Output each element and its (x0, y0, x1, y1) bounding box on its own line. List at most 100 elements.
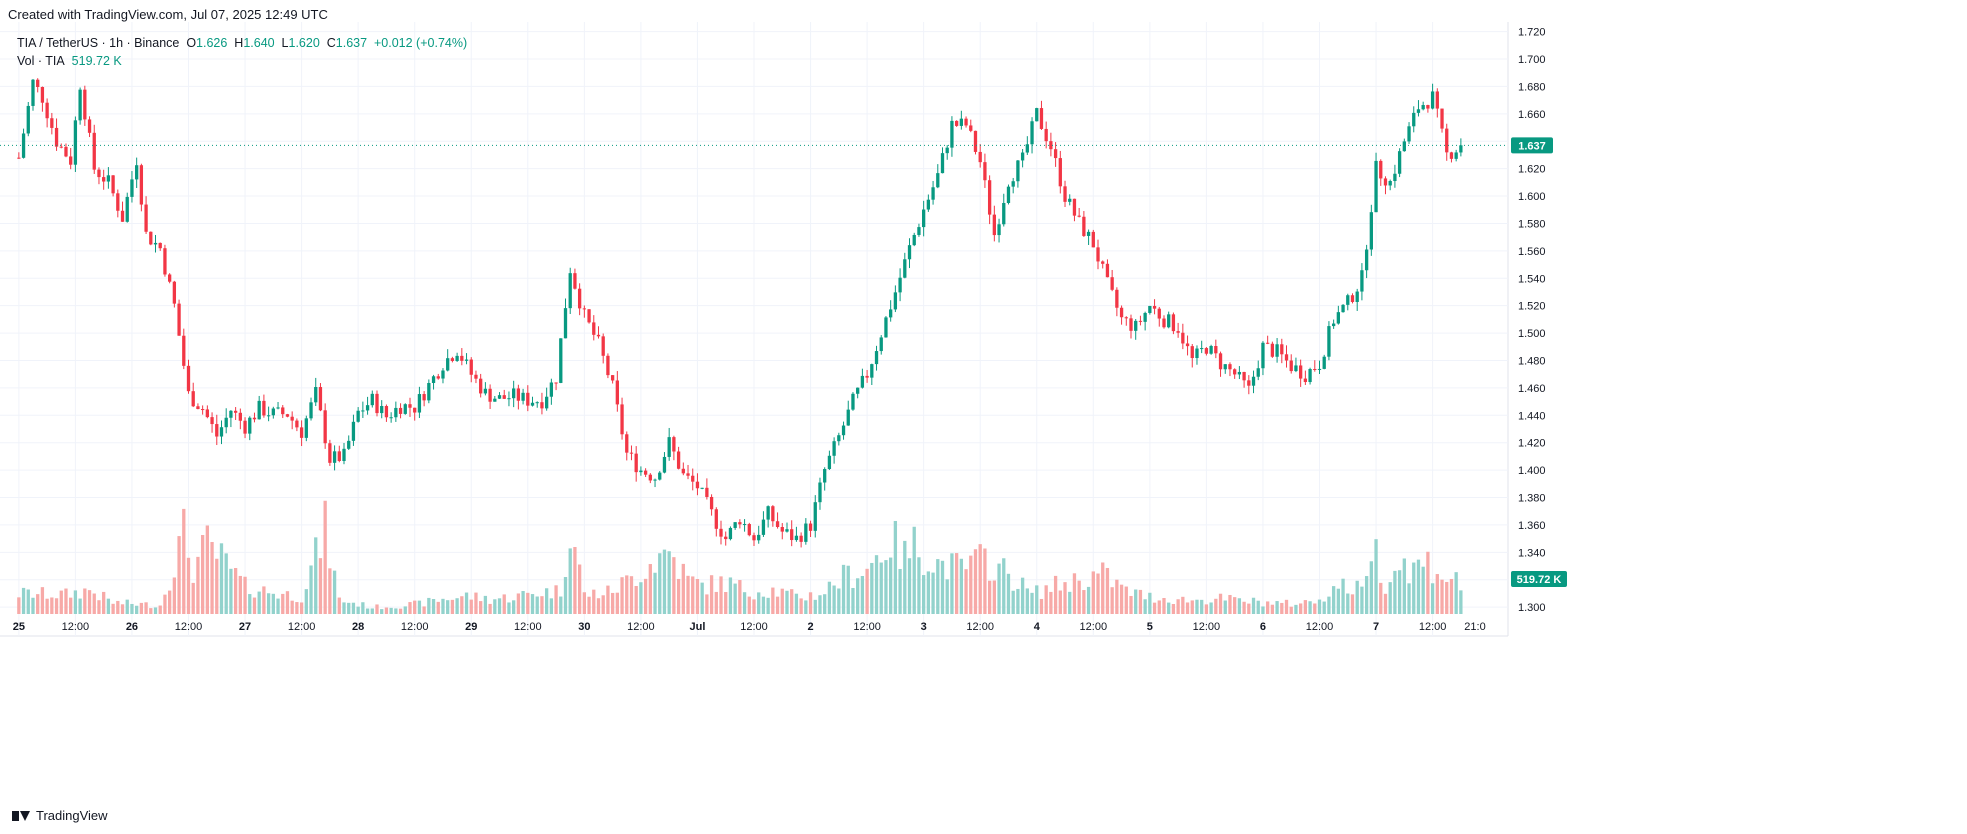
open-label: O (186, 36, 197, 50)
candle-body (1327, 326, 1331, 357)
volume-bar (742, 592, 747, 614)
volume-bar (1299, 603, 1303, 614)
candle-body (436, 376, 440, 379)
volume-bar (940, 560, 945, 614)
candle-body (709, 496, 714, 510)
volume-bar (1308, 601, 1312, 614)
candle-body (1204, 348, 1209, 354)
volume-bar (266, 593, 271, 614)
candle-body (884, 317, 888, 338)
volume-bar (936, 559, 940, 614)
candle-body (172, 281, 177, 304)
volume-bar (860, 575, 865, 614)
volume-bar (1002, 558, 1006, 614)
candle-body (950, 120, 954, 148)
candle-body (450, 358, 455, 361)
candle-body (200, 409, 205, 411)
volume-bar (1138, 589, 1143, 614)
time-tick-label: 12:00 (401, 621, 429, 633)
volume-bar (229, 568, 233, 614)
candle-body (658, 472, 662, 480)
symbol-label[interactable]: TIA / TetherUS · 1h · Binance (17, 36, 180, 50)
volume-bar (827, 581, 832, 614)
candle-body (229, 410, 233, 418)
candle-body (1270, 343, 1275, 357)
volume-bar (686, 575, 690, 614)
volume-bar (521, 591, 525, 614)
volume-bar (36, 594, 40, 614)
volume-bar (351, 602, 356, 614)
candle-body (1148, 305, 1152, 313)
time-tick-label: Jul (689, 621, 705, 633)
candle-body (1303, 378, 1308, 383)
candle-body (992, 214, 996, 236)
volume-bar (973, 549, 978, 614)
candle-body (64, 146, 68, 157)
candle-body (1176, 331, 1180, 333)
volume-bar (210, 542, 214, 614)
candle-body (375, 393, 379, 414)
candle-body (92, 132, 96, 170)
volume-bar (926, 571, 931, 614)
volume-bar (431, 599, 436, 614)
candle-body (870, 364, 874, 378)
candle-body (917, 227, 921, 235)
candle-body (1143, 312, 1147, 322)
volume-bar (615, 592, 619, 614)
price-tick-label: 1.360 (1518, 520, 1546, 532)
price-tick-label: 1.340 (1518, 547, 1546, 559)
volume-bar (667, 551, 671, 614)
volume-bar (1223, 600, 1227, 614)
volume-bar (1402, 558, 1406, 614)
volume-bar (545, 588, 549, 614)
volume-bar (1280, 602, 1284, 614)
candle-body (1134, 320, 1138, 331)
volume-bar (464, 592, 469, 614)
time-tick-label: 12:00 (175, 621, 203, 633)
candle-body (1200, 348, 1204, 350)
candle-body (1261, 342, 1265, 369)
candle-body (50, 118, 54, 128)
volume-bar (1407, 583, 1411, 614)
candle-body (587, 309, 591, 323)
candle-body (738, 522, 742, 525)
volume-bar (672, 557, 676, 614)
volume-bar (851, 587, 855, 614)
candle-body (719, 528, 723, 537)
candle-body (1053, 149, 1058, 159)
volume-bar (1129, 595, 1133, 614)
candle-body (691, 475, 695, 482)
candle-body (1049, 141, 1053, 150)
volume-bar (1077, 580, 1081, 614)
candle-body (620, 404, 624, 435)
volume-bar (954, 553, 959, 614)
volume-bar (610, 592, 615, 614)
candle-body (945, 147, 949, 154)
candle-body (1105, 263, 1110, 278)
volume-bar (45, 598, 49, 614)
candle-body (455, 355, 459, 361)
volume-bar (1393, 570, 1397, 614)
candle-body (700, 487, 704, 489)
candle-body (116, 193, 120, 211)
volume-label[interactable]: Vol · TIA (17, 54, 65, 68)
volume-bar (775, 596, 780, 614)
candle-body (97, 169, 101, 178)
volume-bar (1025, 588, 1029, 614)
volume-bar (676, 578, 681, 614)
volume-bar (1167, 602, 1171, 614)
volume-bar (662, 549, 667, 614)
candle-body (643, 470, 648, 475)
candle-body (1247, 380, 1251, 386)
volume-bar (50, 597, 54, 614)
candle-body (135, 165, 139, 180)
candle-body (479, 378, 483, 394)
volume-bar (69, 597, 73, 614)
candle-body (512, 388, 516, 399)
volume-bar (658, 553, 662, 614)
volume-bar (1416, 559, 1421, 614)
volume-bar (1039, 598, 1044, 614)
volume-bar (408, 602, 412, 614)
candle-body (1331, 323, 1336, 327)
